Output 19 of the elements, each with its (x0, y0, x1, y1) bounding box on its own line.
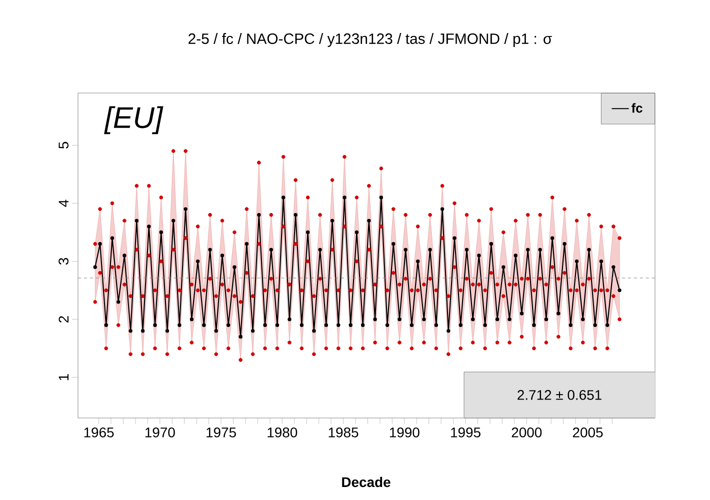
y-tick-label: 2 (58, 316, 68, 322)
x-tick-label: 1970 (145, 427, 175, 438)
x-tick-label: 2000 (512, 427, 542, 438)
annotation: [EU] (104, 106, 164, 134)
y-tick-label: 3 (58, 258, 68, 265)
legend-label: fc (632, 103, 642, 113)
x-tick-label: 1995 (451, 427, 480, 438)
chart-title: 2-5 / fc / NAO-CPC / y123n123 / tas / JFMOND / p1 : σ (188, 33, 552, 47)
y-tick-label: 4 (58, 200, 68, 207)
x-tick-label: 1985 (328, 427, 358, 438)
x-axis-title: Decade (342, 476, 390, 488)
y-tick-label: 5 (58, 142, 68, 149)
annotation: 2.712 ± 0.651 (518, 390, 602, 400)
x-tick-label: 2005 (572, 427, 603, 438)
x-tick-label: 1975 (206, 427, 236, 438)
x-tick-label: 1980 (268, 427, 298, 438)
x-tick-label: 1965 (84, 427, 114, 438)
y-tick-label: 1 (58, 374, 68, 380)
x-tick-label: 1990 (390, 427, 420, 438)
